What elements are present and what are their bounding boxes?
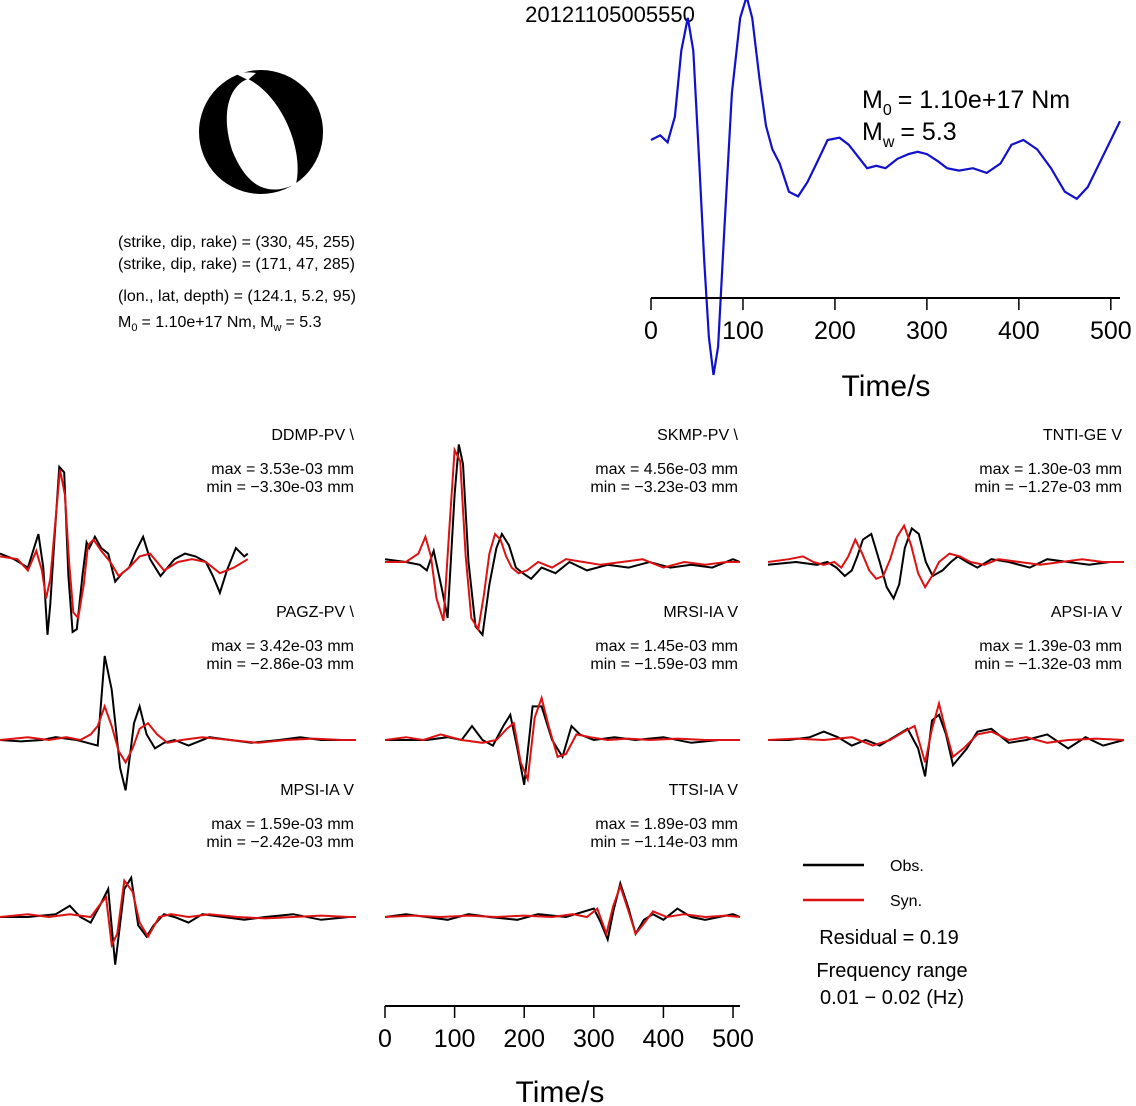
svg-text:M0= 1.10e+17 Nm,Mw= 5.3: M0 = 1.10e+17 Nm, Mw = 5.3 <box>118 314 322 334</box>
station-name: SKMP-PV \ <box>657 427 738 444</box>
station-min: min = −1.59e-03 mm <box>590 656 738 673</box>
station-min: min = −1.27e-03 mm <box>974 479 1122 496</box>
residual-label: Residual = 0.19 <box>819 927 959 949</box>
stf-mw-value: = 5.3 <box>900 118 956 146</box>
nodal-plane-2: (strike, dip, rake) = (171, 47, 285) <box>118 256 355 273</box>
beachball <box>199 70 323 194</box>
stf-m0-value: = 1.10e+17 Nm <box>898 86 1070 114</box>
nodal-plane-1: (strike, dip, rake) = (330, 45, 255) <box>118 234 355 251</box>
obs-waveform-line <box>768 713 1125 777</box>
waveform-x-axis: 0 100 200 300 400 500 <box>378 1005 754 1053</box>
legend-syn-label: Syn. <box>890 893 922 910</box>
stf-x-axis-tick-label: 0 <box>644 317 658 345</box>
station-name: MRSI-IA V <box>663 604 738 621</box>
station-min: min = −2.42e-03 mm <box>206 834 354 851</box>
legend-obs-label: Obs. <box>890 858 924 875</box>
waveform-x-axis-tick-label: 0 <box>378 1025 392 1053</box>
waveform-x-axis-label: Time/s <box>516 1076 605 1106</box>
stf-x-axis-tick-label: 400 <box>998 317 1040 345</box>
station-min: min = −1.32e-03 mm <box>974 656 1122 673</box>
figure-title: 20121105005550 <box>525 2 695 27</box>
obs-waveform-line <box>0 874 356 965</box>
stf-mw-label: Mw = 5.3 <box>862 118 957 151</box>
syn-waveform-line <box>767 523 1124 590</box>
waveform-x-axis-tick-label: 100 <box>434 1025 476 1053</box>
waveform-x-axis-tick-label: 200 <box>503 1025 545 1053</box>
stf-x-axis-tick-label: 200 <box>814 317 856 345</box>
hypocenter-location: (lon., lat, depth) = (124.1, 5.2, 95) <box>118 288 356 305</box>
beachball-white-cap <box>236 72 256 80</box>
station-min: min = −1.14e-03 mm <box>590 834 738 851</box>
station-max: max = 1.89e-03 mm <box>595 816 738 833</box>
beachball-white-lens <box>226 79 298 190</box>
waveform-x-axis-tick-label: 400 <box>643 1025 685 1053</box>
obs-waveform-line <box>767 526 1124 601</box>
station-min: min = −3.30e-03 mm <box>206 479 354 496</box>
station-max: max = 1.39e-03 mm <box>979 638 1122 655</box>
syn-waveform-line <box>0 469 249 621</box>
stf-x-axis-tick-label: 100 <box>722 317 764 345</box>
stf-panel: M0 = 1.10e+17 Nm Mw = 5.3 0 100 200 300 400 500… <box>644 0 1132 403</box>
station-min: min = −2.86e-03 mm <box>206 656 354 673</box>
waveform-x-axis-tick-label: 300 <box>573 1025 615 1053</box>
syn-waveform-line <box>384 883 741 938</box>
station-max: max = 4.56e-03 mm <box>595 461 738 478</box>
station-max: max = 1.30e-03 mm <box>979 461 1122 478</box>
syn-waveform-line <box>384 694 740 784</box>
obs-waveform-line <box>0 655 356 791</box>
obs-waveform-line <box>385 705 740 785</box>
station-name: TNTI-GE V <box>1043 427 1122 444</box>
station-max: max = 1.45e-03 mm <box>595 638 738 655</box>
moment-summary-mw: = 5.3 <box>285 314 321 331</box>
stf-x-axis-tick-label: 500 <box>1090 317 1132 345</box>
frequency-range-value: 0.01 − 0.02 (Hz) <box>820 987 964 1009</box>
station-name: APSI-IA V <box>1051 604 1122 621</box>
station-max: max = 3.53e-03 mm <box>211 461 354 478</box>
syn-waveform-line <box>0 703 356 765</box>
station-name: TTSI-IA V <box>669 782 739 799</box>
station-max: max = 1.59e-03 mm <box>211 816 354 833</box>
syn-waveform-line <box>767 699 1125 763</box>
legend: Obs. Syn. Residual = 0.19 Frequency rang… <box>803 858 968 1009</box>
waveform-x-axis-tick-label: 500 <box>712 1025 754 1053</box>
station-name: DDMP-PV \ <box>271 427 354 444</box>
station-name: MPSI-IA V <box>280 782 354 799</box>
obs-waveform-line <box>0 464 249 635</box>
stf-x-axis-tick-label: 300 <box>906 317 948 345</box>
frequency-range-title: Frequency range <box>816 960 967 982</box>
moment-summary-m0: = 1.10e+17 Nm, <box>141 314 256 331</box>
station-name: PAGZ-PV \ <box>276 604 354 621</box>
stf-series-line <box>650 0 1121 376</box>
obs-waveform-line <box>384 879 741 943</box>
syn-waveform-line <box>0 878 356 949</box>
obs-waveform-line <box>384 444 741 638</box>
stf-x-axis-label: Time/s <box>842 370 931 403</box>
syn-waveform-line <box>385 446 740 632</box>
station-max: max = 3.42e-03 mm <box>211 638 354 655</box>
station-min: min = −3.23e-03 mm <box>590 479 738 496</box>
stf-x-axis: 0 100 200 300 400 500 <box>644 297 1132 345</box>
stf-m0-label: M0 = 1.10e+17 Nm <box>862 86 1070 119</box>
moment-summary: M0 = 1.10e+17 Nm, Mw = 5.3 <box>118 314 322 334</box>
